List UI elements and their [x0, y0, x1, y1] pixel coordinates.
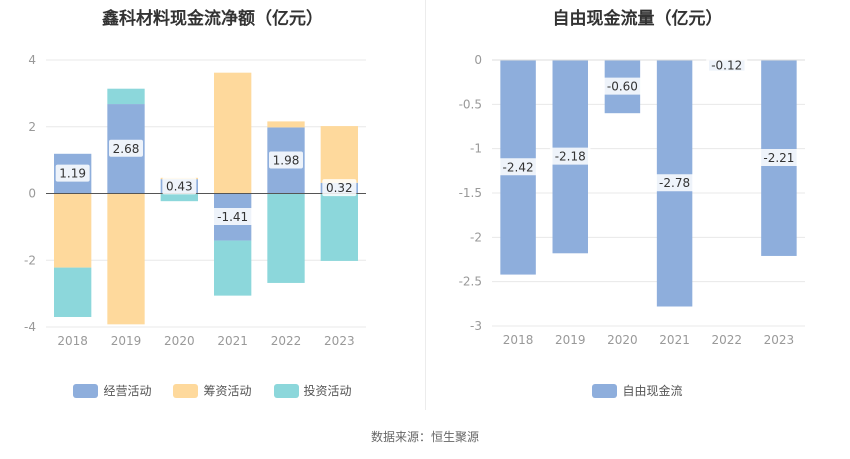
- y-tick-label: 4: [28, 53, 36, 67]
- bar-投资活动-2020: [160, 193, 198, 202]
- bar-筹资活动-2023: [320, 126, 358, 183]
- cashflow-chart-svg: -4 -2 0 2 4 2018 2019 2020 2021 2022 2023 1.19 2.68 0…: [24, 53, 366, 348]
- panel-divider: [425, 0, 426, 410]
- data-label-bg: [55, 164, 90, 182]
- bar-投资活动-2023: [320, 193, 358, 261]
- legend-label: 经营活动: [103, 384, 152, 398]
- legend-item[interactable]: 自由现金流: [592, 382, 683, 399]
- bar-投资活动-2022: [267, 193, 305, 283]
- data-source-note: 数据来源：恒生聚源: [370, 430, 479, 444]
- x-tick-label: 2018: [57, 334, 88, 348]
- data-label-bg: [109, 139, 143, 157]
- data-label: 2.68: [113, 142, 140, 156]
- bar-筹资活动-2018: [54, 193, 92, 268]
- y-tick-label: -1: [470, 142, 482, 156]
- x-tick-label: 2020: [164, 334, 195, 348]
- legend-swatch: [592, 383, 618, 398]
- bar-投资活动-2018: [54, 267, 92, 317]
- data-label: 1.19: [59, 167, 86, 181]
- x-tick-label: 2022: [711, 333, 742, 347]
- fcf-chart-title: 自由现金流量（亿元）: [552, 9, 723, 29]
- bar-投资活动-2021: [214, 240, 252, 296]
- data-label-bg: [497, 158, 539, 176]
- y-tick-label: -2: [470, 230, 482, 244]
- data-label-bg: [162, 177, 197, 195]
- legend-item[interactable]: 筹资活动: [173, 382, 252, 399]
- legend-swatch: [273, 383, 299, 398]
- data-label-bg: [322, 179, 357, 197]
- legend-label: 投资活动: [303, 384, 352, 398]
- x-tick-label: 2019: [555, 333, 586, 347]
- y-tick-label: 2: [28, 120, 36, 134]
- fcf-chart-svg: 0 -0.5 -1 -1.5 -2 -2.5 -3 2018 2019 2020 2021 2022 2…: [459, 53, 805, 347]
- y-tick-label: -0.5: [459, 97, 482, 111]
- bar-筹资活动-2019: [107, 193, 145, 325]
- x-tick-label: 2021: [217, 334, 248, 348]
- legend-item[interactable]: 经营活动: [73, 382, 151, 399]
- cashflow-chart-legend: 经营活动 筹资活动 投资活动: [0, 382, 425, 399]
- legend-swatch: [173, 383, 199, 398]
- y-tick-label: -1.5: [459, 186, 482, 200]
- x-tick-label: 2019: [111, 334, 142, 348]
- x-tick-label: 2022: [271, 334, 302, 348]
- y-tick-label: 0: [474, 53, 482, 67]
- y-tick-label: 0: [28, 187, 36, 201]
- y-tick-label: -4: [24, 320, 36, 334]
- data-label: -2.42: [503, 160, 534, 174]
- data-label: -0.60: [607, 80, 638, 94]
- bar-筹资活动-2021: [214, 72, 252, 194]
- cashflow-chart-title: 鑫科材料现金流净额（亿元）: [102, 9, 323, 29]
- data-label-bg: [549, 147, 591, 165]
- x-tick-label: 2021: [659, 333, 690, 347]
- legend-item[interactable]: 投资活动: [273, 382, 352, 399]
- y-tick-label: -2: [24, 253, 36, 267]
- data-label: 0.43: [166, 179, 193, 193]
- y-tick-label: -2.5: [459, 275, 482, 289]
- data-label: 1.98: [273, 153, 300, 167]
- data-label: -1.41: [217, 210, 248, 224]
- x-tick-label: 2020: [607, 333, 638, 347]
- data-label-bg: [706, 56, 748, 74]
- data-label-bg: [758, 148, 800, 166]
- cashflow-chart-panel: 鑫科材料现金流净额（亿元） -4 -2 0 2 4 2018 2019 2020 2021 202…: [0, 0, 425, 410]
- data-label-bg: [601, 77, 643, 95]
- data-label: -2.18: [555, 150, 586, 164]
- x-tick-label: 2023: [324, 334, 355, 348]
- data-label-bg: [654, 174, 696, 192]
- data-label: -0.12: [711, 58, 742, 72]
- fcf-chart-panel: 自由现金流量（亿元） 0 -0.5 -1 -1.5 -2 -2.5 -3 2018 2019 20…: [425, 0, 850, 410]
- bar-筹资活动-2022: [267, 121, 305, 128]
- legend-label: 筹资活动: [203, 384, 252, 398]
- x-tick-label: 2023: [764, 333, 795, 347]
- bar-投资活动-2019: [107, 88, 145, 105]
- legend-swatch: [73, 383, 99, 398]
- data-label: 0.32: [326, 181, 353, 195]
- fcf-chart-legend: 自由现金流: [425, 382, 850, 399]
- x-tick-label: 2018: [503, 333, 534, 347]
- data-label-bg: [212, 208, 254, 226]
- data-label: -2.78: [659, 176, 690, 190]
- data-label: -2.21: [763, 151, 794, 165]
- legend-label: 自由现金流: [622, 384, 683, 398]
- data-label-bg: [269, 151, 303, 169]
- y-tick-label: -3: [470, 319, 482, 333]
